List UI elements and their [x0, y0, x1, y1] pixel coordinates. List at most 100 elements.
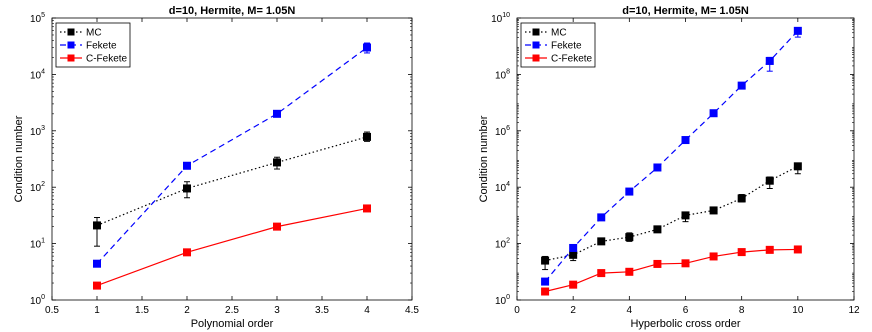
- y-tick-label: 105: [30, 12, 45, 25]
- series-fekete: [541, 26, 802, 286]
- data-point: [625, 267, 634, 276]
- data-point: [737, 81, 746, 90]
- y-tick-exponent: 2: [506, 238, 510, 245]
- x-tick-label: 8: [739, 305, 745, 316]
- chart-title: d=10, Hermite, M= 1.05N: [169, 5, 296, 17]
- legend-label-fekete: Fekete: [551, 41, 582, 52]
- x-tick-label: 3.5: [315, 305, 329, 316]
- y-tick-label: 102: [495, 238, 510, 251]
- chart-title: d=10, Hermite, M= 1.05N: [622, 5, 749, 17]
- series-line: [544, 248, 798, 293]
- data-point: [793, 26, 802, 35]
- series-line: [96, 136, 368, 226]
- data-point: [765, 245, 774, 254]
- data-point: [709, 206, 718, 215]
- data-point: [363, 204, 371, 213]
- data-point: [625, 187, 634, 196]
- data-point: [541, 287, 550, 296]
- legend-marker-c-fekete: [532, 54, 540, 62]
- x-tick-label: 4: [627, 305, 633, 316]
- x-tick-label: 2: [570, 305, 576, 316]
- x-tick-label: 0: [514, 305, 520, 316]
- data-point: [625, 233, 634, 242]
- y-tick-exponent: 1: [41, 238, 45, 245]
- data-point: [183, 161, 191, 170]
- data-point: [681, 259, 690, 268]
- data-point: [363, 43, 371, 52]
- y-tick-exponent: 5: [41, 12, 45, 19]
- data-point: [709, 252, 718, 261]
- data-point: [597, 237, 606, 246]
- x-tick-label: 0.5: [45, 305, 59, 316]
- data-point: [569, 280, 578, 289]
- series-line: [96, 207, 368, 287]
- y-tick-exponent: 10: [502, 12, 510, 19]
- x-tick-label: 12: [848, 305, 860, 316]
- data-point: [765, 56, 774, 65]
- y-tick-exponent: 3: [41, 125, 45, 132]
- x-tick-label: 4.5: [405, 305, 419, 316]
- x-tick-label: 10: [792, 305, 804, 316]
- series-mc: [541, 162, 802, 271]
- y-tick-exponent: 4: [506, 181, 510, 188]
- legend-label-mc: MC: [551, 28, 567, 39]
- y-tick-exponent: 6: [506, 125, 510, 132]
- legend-label-fekete: Fekete: [86, 41, 117, 52]
- y-tick-label: 106: [495, 125, 510, 138]
- y-tick-label: 102: [30, 181, 45, 194]
- series-fekete: [93, 42, 371, 268]
- y-tick-exponent: 0: [506, 294, 510, 301]
- x-tick-label: 2.5: [225, 305, 239, 316]
- x-tick-label: 2: [184, 305, 190, 316]
- data-point: [569, 243, 578, 252]
- y-tick-label: 108: [495, 68, 510, 81]
- x-axis-label: Hyperbolic cross order: [630, 318, 740, 330]
- data-point: [273, 222, 281, 231]
- data-point: [183, 248, 191, 257]
- x-tick-label: 6: [683, 305, 689, 316]
- data-point: [793, 162, 802, 171]
- legend-label-c-fekete: C-Fekete: [86, 54, 128, 65]
- series-mc: [93, 131, 371, 247]
- legend-marker-mc: [67, 28, 75, 36]
- y-tick-label: 100: [495, 294, 510, 307]
- data-point: [653, 259, 662, 268]
- x-axis-label: Polynomial order: [191, 318, 274, 330]
- legend-marker-fekete: [67, 41, 75, 49]
- y-tick-exponent: 0: [41, 294, 45, 301]
- data-point: [681, 136, 690, 145]
- data-point: [653, 163, 662, 172]
- y-axis-label: Condition number: [13, 115, 25, 202]
- data-point: [737, 248, 746, 257]
- data-point: [363, 132, 371, 141]
- data-point: [653, 225, 662, 234]
- data-point: [541, 277, 550, 286]
- x-tick-label: 1: [94, 305, 100, 316]
- legend: MC Fekete C-Fekete: [520, 22, 596, 68]
- y-tick-label: 104: [30, 68, 45, 81]
- data-point: [737, 194, 746, 203]
- data-point: [597, 269, 606, 278]
- series-c-fekete: [541, 245, 802, 296]
- y-axis-label: Condition number: [478, 115, 490, 202]
- y-tick-exponent: 4: [41, 68, 45, 75]
- data-point: [597, 213, 606, 222]
- data-point: [273, 158, 281, 167]
- data-point: [93, 281, 101, 290]
- data-point: [709, 109, 718, 118]
- series-line: [544, 30, 799, 282]
- data-point: [273, 109, 281, 118]
- x-tick-label: 3: [274, 305, 280, 316]
- data-point: [569, 250, 578, 259]
- y-tick-exponent: 2: [41, 181, 45, 188]
- legend-marker-mc: [532, 28, 540, 36]
- data-point: [681, 211, 690, 220]
- legend-marker-fekete: [532, 41, 540, 49]
- y-tick-label: 104: [495, 181, 510, 194]
- series-line: [544, 165, 799, 262]
- legend: MC Fekete C-Fekete: [55, 22, 131, 68]
- data-point: [541, 256, 550, 265]
